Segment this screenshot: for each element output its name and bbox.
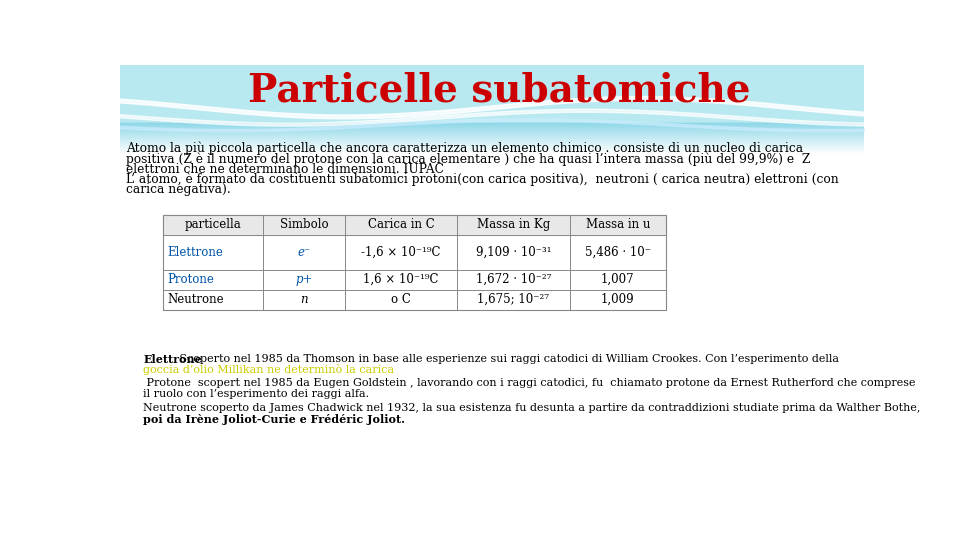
Text: L’ atomo, è formato da costituenti subatomici protoni(con carica positiva),  neu: L’ atomo, è formato da costituenti subat…: [126, 173, 839, 186]
Bar: [162, 215, 666, 309]
Bar: [120, 146, 864, 147]
Bar: [120, 134, 864, 135]
Text: 9,109 · 10⁻³¹: 9,109 · 10⁻³¹: [475, 246, 551, 259]
Bar: [120, 130, 864, 131]
Bar: [120, 138, 864, 139]
Bar: [120, 124, 864, 125]
Bar: [120, 129, 864, 130]
Bar: [120, 144, 864, 145]
Bar: [120, 151, 864, 152]
Text: p+: p+: [296, 273, 313, 286]
Text: Massa in Kg: Massa in Kg: [477, 219, 550, 232]
Bar: [120, 136, 864, 137]
Text: Scoperto nel 1985 da Thomson in base alle esperienze sui raggi catodici di Willi: Scoperto nel 1985 da Thomson in base all…: [176, 354, 839, 363]
Text: Particelle subatomiche: Particelle subatomiche: [249, 71, 751, 109]
Bar: [120, 145, 864, 146]
Text: 5,486 · 10⁻: 5,486 · 10⁻: [585, 246, 651, 259]
Bar: [120, 153, 864, 481]
Text: n: n: [300, 293, 308, 306]
Text: Protone  scopert nel 1985 da Eugen Goldstein , lavorando con i raggi catodici, f: Protone scopert nel 1985 da Eugen Goldst…: [143, 378, 916, 388]
Bar: [120, 152, 864, 153]
Text: particella: particella: [184, 219, 241, 232]
Bar: [120, 131, 864, 132]
Bar: [120, 132, 864, 133]
Text: positiva (Z è il numero del protone con la carica elementare ) che ha quasi l’in: positiva (Z è il numero del protone con …: [126, 152, 810, 166]
Text: Neutrone scoperto da James Chadwick nel 1932, la sua esistenza fu desunta a part: Neutrone scoperto da James Chadwick nel …: [143, 403, 921, 413]
Text: Elettrone: Elettrone: [167, 246, 223, 259]
Text: Atomo la più piccola particella che ancora caratterizza un elemento chimico . co: Atomo la più piccola particella che anco…: [126, 142, 804, 156]
Text: poi da Irène Joliot-Curie e Frédéric Joliot.: poi da Irène Joliot-Curie e Frédéric Jol…: [143, 414, 405, 424]
Bar: [120, 147, 864, 148]
Text: Protone: Protone: [167, 273, 214, 286]
Bar: [120, 127, 864, 128]
Bar: [120, 128, 864, 129]
Bar: [120, 143, 864, 144]
Text: 1,6 × 10⁻¹⁹C: 1,6 × 10⁻¹⁹C: [363, 273, 439, 286]
Text: -1,6 × 10⁻¹⁹C: -1,6 × 10⁻¹⁹C: [361, 246, 441, 259]
Text: 1,009: 1,009: [601, 293, 635, 306]
Bar: [120, 137, 864, 138]
Text: 1,675; 10⁻²⁷: 1,675; 10⁻²⁷: [477, 293, 549, 306]
Bar: [120, 123, 864, 124]
Bar: [120, 65, 864, 123]
Text: il ruolo con l’esperimento dei raggi alfa.: il ruolo con l’esperimento dei raggi alf…: [143, 389, 370, 399]
Bar: [120, 133, 864, 134]
Text: Elettrone: Elettrone: [143, 354, 202, 364]
Bar: [120, 148, 864, 150]
Text: elettroni che ne determinano le dimensioni. IUPAC: elettroni che ne determinano le dimensio…: [126, 163, 444, 176]
Text: Neutrone: Neutrone: [167, 293, 224, 306]
Bar: [120, 141, 864, 142]
Text: 1,672 · 10⁻²⁷: 1,672 · 10⁻²⁷: [475, 273, 551, 286]
Text: e⁻: e⁻: [298, 246, 311, 259]
Bar: [162, 215, 666, 309]
Text: 1,007: 1,007: [601, 273, 635, 286]
Text: o C: o C: [391, 293, 411, 306]
Bar: [120, 139, 864, 140]
Bar: [120, 142, 864, 143]
Bar: [120, 125, 864, 126]
Text: goccia d’olio Millikan ne determinò la carica: goccia d’olio Millikan ne determinò la c…: [143, 364, 395, 375]
Text: Massa in u: Massa in u: [586, 219, 650, 232]
Text: Simbolo: Simbolo: [279, 219, 328, 232]
Bar: [162, 215, 666, 235]
Bar: [120, 135, 864, 136]
Bar: [120, 140, 864, 141]
Text: carica negativa).: carica negativa).: [126, 184, 231, 197]
Bar: [120, 150, 864, 151]
Bar: [120, 126, 864, 127]
Text: Carica in C: Carica in C: [368, 219, 434, 232]
